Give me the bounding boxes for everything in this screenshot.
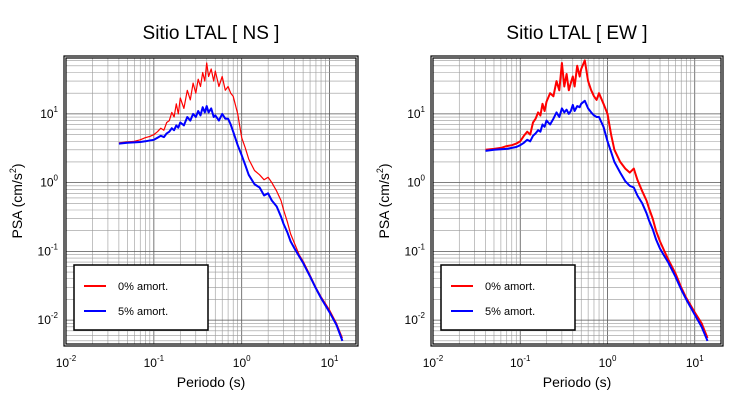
legend: 0% amort. 5% amort.: [440, 264, 576, 331]
legend-label: 0% amort.: [118, 281, 168, 293]
chart-title: Sitio LTAL [ NS ]: [143, 23, 280, 44]
chart-title: Sitio LTAL [ EW ]: [506, 23, 647, 44]
x-tick-label: 10-1: [144, 354, 165, 370]
legend-box: [73, 264, 209, 331]
chart-panel-ew: Sitio LTAL [ EW ] 0% amort. 5% amort. 10-2 1…: [375, 23, 724, 390]
plot-frame: [65, 57, 357, 345]
x-tick-label: 100: [233, 354, 251, 370]
y-tick-label: 10-1: [405, 242, 426, 258]
x-tick-label: 101: [321, 354, 339, 370]
legend-label: 0% amort.: [485, 281, 535, 293]
y-tick-label: 10-2: [405, 311, 426, 327]
plot-frame: [432, 57, 722, 345]
legend-box: [440, 264, 576, 331]
y-tick-label: 101: [40, 105, 58, 121]
x-tick-label: 101: [686, 354, 704, 370]
y-tick-label: 10-1: [38, 242, 59, 258]
legend-label: 5% amort.: [118, 306, 168, 318]
x-axis-label: Periodo (s): [543, 374, 611, 390]
x-tick-label: 10-1: [510, 354, 531, 370]
x-axis-label: Periodo (s): [177, 374, 245, 390]
series-line-amort-0: [485, 59, 709, 339]
series-line-amort-5: [118, 105, 344, 342]
plot-frame-outer: [63, 55, 359, 347]
x-tick-label: 10-2: [56, 354, 77, 370]
legend: 0% amort. 5% amort.: [73, 264, 209, 331]
y-tick-label: 101: [407, 105, 425, 121]
y-tick-label: 100: [407, 174, 425, 190]
y-tick-label: 10-2: [38, 311, 59, 327]
x-tick-label: 100: [599, 354, 617, 370]
chart-panel-ns: Sitio LTAL [ NS ] 0% amort. 5% amort. 10-2 1…: [8, 23, 359, 390]
legend-label: 5% amort.: [485, 306, 535, 318]
series-line-amort-5: [485, 99, 709, 342]
y-axis-label: PSA (cm/s2): [8, 163, 25, 238]
y-axis-label: PSA (cm/s2): [375, 163, 392, 238]
plot-frame-outer: [430, 55, 724, 347]
x-tick-label: 10-2: [423, 354, 444, 370]
series-line-amort-0: [118, 62, 343, 339]
y-tick-label: 100: [40, 174, 58, 190]
